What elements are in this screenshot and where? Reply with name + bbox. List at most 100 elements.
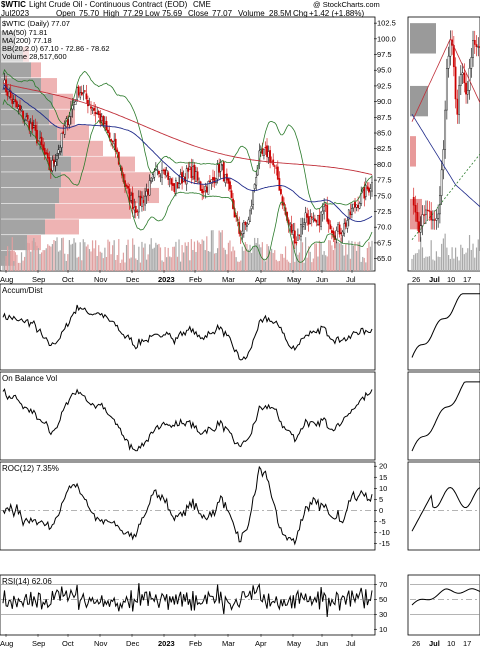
roc-panel-frame <box>0 461 376 551</box>
x-axis-bottom-label: 2023 <box>158 639 175 648</box>
volume-bar <box>349 258 351 271</box>
volume-bar <box>260 247 262 271</box>
volume-bar <box>113 240 115 271</box>
inset-candle-body <box>437 213 440 219</box>
inset-volume-bar <box>463 254 465 271</box>
inset-volume-bar <box>435 251 438 271</box>
inset-volume-bar <box>461 247 464 271</box>
volume-bar <box>73 238 75 271</box>
candle-body <box>8 91 11 97</box>
volume-bar <box>14 252 16 271</box>
candle-body <box>51 160 54 171</box>
inset-volume-bar <box>472 243 474 271</box>
profile-bar-gray <box>1 172 61 188</box>
bb-lower-line <box>2 98 373 263</box>
candle-body <box>244 222 247 226</box>
inset-rsi-line <box>411 588 480 606</box>
candle-body <box>178 183 180 188</box>
inset-candle-body <box>442 149 445 171</box>
candle-body <box>105 120 108 131</box>
ma200-line <box>2 82 373 176</box>
price-tick-label: 92.5 <box>377 81 392 90</box>
volume-bar <box>306 257 308 271</box>
candle-body <box>289 223 292 227</box>
candle-body <box>310 216 313 219</box>
candle-body <box>225 173 228 181</box>
roc-tick-label: -5 <box>379 517 386 526</box>
volume-bar <box>76 257 78 271</box>
candle-body <box>87 99 89 107</box>
inset-volume-bar <box>456 256 458 271</box>
rsi-panel-frame <box>0 574 376 636</box>
volume-bar <box>186 245 188 271</box>
volume-bar <box>241 246 243 271</box>
inset-volume-bar <box>448 255 450 271</box>
volume-bar <box>166 257 168 271</box>
candle-body <box>309 216 312 224</box>
accum-panel-frame <box>0 283 376 371</box>
volume-bar <box>359 241 361 271</box>
candle-body <box>343 223 346 234</box>
candle-body <box>338 224 341 235</box>
header-exchange: CME <box>193 0 211 9</box>
price-tick-label: 97.5 <box>377 50 392 59</box>
volume-bar <box>136 259 138 271</box>
candle-body <box>42 144 45 150</box>
volume-bar <box>233 250 236 271</box>
volume-bar <box>209 251 211 271</box>
volume-bar <box>250 252 253 271</box>
x-axis-bottom-label: Aug <box>0 639 13 648</box>
x-axis-bottom-label: May <box>287 639 301 648</box>
inset-volume-bar <box>470 249 472 271</box>
volume-bar <box>318 240 321 271</box>
volume-bar <box>288 261 290 271</box>
candle-body <box>323 206 326 212</box>
inset-ma200-line <box>411 37 480 122</box>
candle-body <box>144 195 146 206</box>
volume-bar <box>328 240 330 271</box>
candle-body <box>368 187 370 193</box>
candle-body <box>48 157 51 171</box>
volume-bar <box>139 262 142 271</box>
candle-body <box>364 185 367 197</box>
volume-bar <box>149 244 151 271</box>
volume-bar <box>178 239 180 271</box>
inset-candle-body <box>432 219 434 221</box>
rsi-line <box>2 582 373 618</box>
candle-body <box>326 205 329 222</box>
volume-bar <box>102 258 104 271</box>
legend-box <box>1 19 105 62</box>
roc-tick-label: -15 <box>379 539 390 548</box>
volume-bar <box>249 244 251 271</box>
candle-body <box>185 168 188 185</box>
candle-body <box>96 112 99 115</box>
volume-bar <box>200 244 202 271</box>
legend-volume: Volume 28,517,600 <box>2 52 67 61</box>
candle-body <box>17 106 20 110</box>
candle-body <box>202 191 205 193</box>
candle-body <box>179 174 182 184</box>
inset-volume-bar <box>446 247 448 271</box>
volume-bar <box>240 260 242 271</box>
price-tick-label: 77.5 <box>377 176 392 185</box>
inset-volume-bar <box>427 256 429 271</box>
volume-bar <box>8 248 10 271</box>
volume-bar <box>27 242 29 271</box>
inset-candle-body <box>475 44 478 47</box>
volume-bar <box>5 255 7 271</box>
inset-rsi-frame <box>407 574 480 636</box>
volume-bar <box>244 241 246 271</box>
candle-body <box>53 159 55 164</box>
volume-bar <box>108 241 111 271</box>
volume-bar <box>312 258 314 271</box>
candle-body <box>371 182 373 192</box>
inset-candle-body <box>426 209 429 211</box>
inset-candle-body <box>421 214 424 226</box>
candle-body <box>137 196 140 213</box>
candle-body <box>198 181 200 183</box>
inset-volume-bar <box>449 258 451 271</box>
candle-body <box>108 132 111 138</box>
volume-bar <box>93 248 95 271</box>
candle-body <box>247 219 250 225</box>
volume-bar <box>363 257 365 271</box>
